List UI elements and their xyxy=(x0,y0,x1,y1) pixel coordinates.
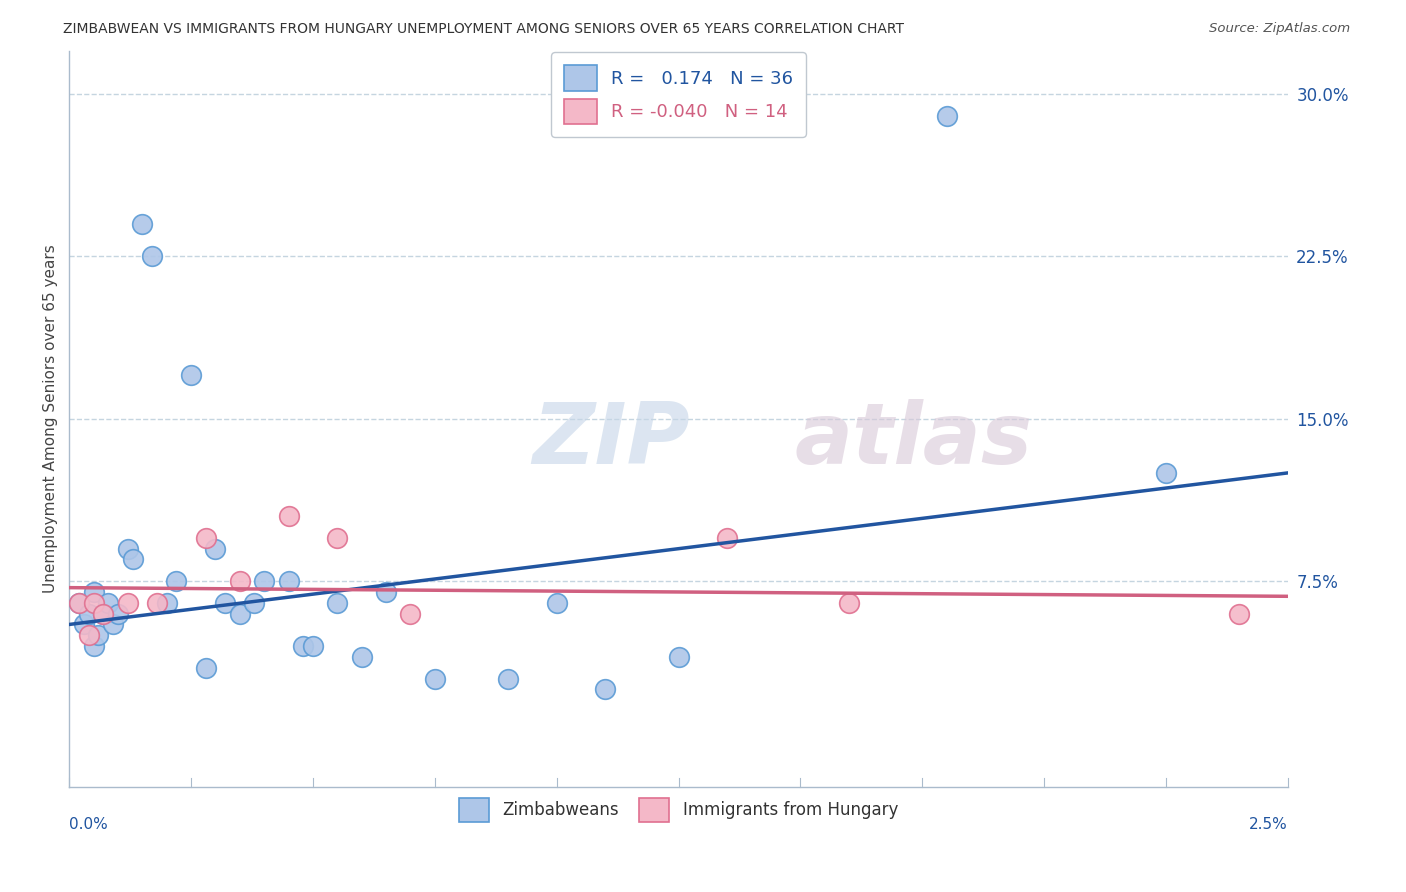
Point xyxy=(350,649,373,664)
Point xyxy=(67,596,90,610)
Point xyxy=(166,574,188,589)
Point xyxy=(292,639,315,653)
Point xyxy=(93,607,115,621)
Point xyxy=(93,607,115,621)
Point xyxy=(1227,607,1250,621)
Point xyxy=(180,368,202,383)
Y-axis label: Unemployment Among Seniors over 65 years: Unemployment Among Seniors over 65 years xyxy=(44,244,58,593)
Point xyxy=(214,596,236,610)
Point xyxy=(117,541,139,556)
Point xyxy=(423,672,446,686)
Point xyxy=(229,574,252,589)
Point xyxy=(595,682,617,697)
Text: atlas: atlas xyxy=(794,400,1032,483)
Text: Source: ZipAtlas.com: Source: ZipAtlas.com xyxy=(1209,22,1350,36)
Point xyxy=(77,628,100,642)
Point xyxy=(935,109,957,123)
Point xyxy=(204,541,226,556)
Point xyxy=(77,607,100,621)
Point xyxy=(668,649,690,664)
Point xyxy=(277,574,299,589)
Point xyxy=(131,217,153,231)
Point xyxy=(253,574,276,589)
Point xyxy=(97,596,120,610)
Point xyxy=(107,607,129,621)
Point xyxy=(546,596,568,610)
Point xyxy=(277,509,299,524)
Point xyxy=(67,596,90,610)
Point xyxy=(156,596,179,610)
Text: ZIMBABWEAN VS IMMIGRANTS FROM HUNGARY UNEMPLOYMENT AMONG SENIORS OVER 65 YEARS C: ZIMBABWEAN VS IMMIGRANTS FROM HUNGARY UN… xyxy=(63,22,904,37)
Point xyxy=(194,661,217,675)
Text: 2.5%: 2.5% xyxy=(1249,817,1288,832)
Point xyxy=(194,531,217,545)
Point xyxy=(229,607,252,621)
Text: 0.0%: 0.0% xyxy=(69,817,108,832)
Point xyxy=(83,596,105,610)
Point xyxy=(838,596,860,610)
Point xyxy=(243,596,266,610)
Point xyxy=(716,531,738,545)
Point xyxy=(87,628,110,642)
Point xyxy=(83,585,105,599)
Point xyxy=(141,249,163,263)
Point xyxy=(146,596,169,610)
Point xyxy=(1154,466,1177,480)
Point xyxy=(375,585,398,599)
Point xyxy=(101,617,124,632)
Point xyxy=(83,639,105,653)
Point xyxy=(496,672,519,686)
Point xyxy=(326,531,349,545)
Text: ZIP: ZIP xyxy=(533,400,690,483)
Point xyxy=(399,607,422,621)
Point xyxy=(73,617,96,632)
Point xyxy=(121,552,143,566)
Point xyxy=(326,596,349,610)
Point xyxy=(117,596,139,610)
Legend: Zimbabweans, Immigrants from Hungary: Zimbabweans, Immigrants from Hungary xyxy=(451,789,907,830)
Point xyxy=(302,639,325,653)
